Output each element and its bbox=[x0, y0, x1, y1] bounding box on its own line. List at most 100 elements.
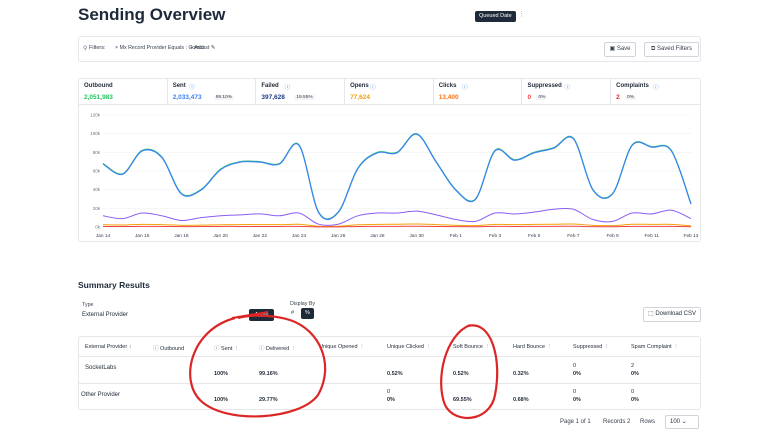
stat-label: Clicks bbox=[438, 83, 457, 89]
cell-spam-count: 0 bbox=[631, 389, 635, 395]
stat-percent: 0% bbox=[625, 95, 637, 100]
x-tick-label: Feb 5 bbox=[528, 233, 541, 239]
info-icon[interactable]: ⓘ bbox=[284, 85, 291, 91]
stat-value: 77,624 bbox=[350, 94, 370, 101]
col-outbound[interactable]: ⓘ Outbound bbox=[153, 346, 185, 352]
cell-unique-clicked: 0.52% bbox=[387, 371, 403, 377]
stat-complaints[interactable]: Complaints ⓘ 2 0% bbox=[611, 79, 700, 104]
y-tick-label: 100k bbox=[90, 131, 101, 136]
cell-sent: 100% bbox=[214, 397, 229, 403]
info-icon[interactable]: ⓘ bbox=[653, 85, 659, 91]
download-csv-button[interactable]: ⬚ Download CSV bbox=[643, 307, 701, 322]
cell-spam: 0% bbox=[631, 371, 639, 377]
info-icon[interactable]: ⓘ bbox=[370, 85, 376, 91]
x-tick-label: Feb 13 bbox=[684, 233, 699, 239]
x-tick-label: Feb 11 bbox=[645, 233, 660, 239]
stat-value: 397,628 bbox=[261, 94, 285, 101]
stat-percent: 99.10% bbox=[213, 95, 234, 100]
info-icon[interactable]: ⓘ bbox=[462, 85, 468, 91]
stat-label: Complaints bbox=[616, 83, 649, 89]
cell-delivered: 29.77% bbox=[259, 397, 278, 403]
queued-date-button[interactable]: Queued Date bbox=[475, 11, 516, 22]
filter-chip-mx-record[interactable]: × Mx Record Provider Equals : Comcast ✎ bbox=[115, 45, 216, 51]
x-tick-label: Feb 7 bbox=[567, 233, 580, 239]
cell-soft-bounce: 0.52% bbox=[453, 371, 469, 377]
add-filter-link[interactable]: + Add bbox=[190, 45, 204, 51]
stat-opens[interactable]: Opens ⓘ 77,624 bbox=[345, 79, 434, 104]
y-tick-label: 40k bbox=[93, 187, 101, 192]
rows-per-page-select[interactable]: 100 ⌄ bbox=[665, 415, 699, 429]
table-header: External Provider ↕ ⓘ Outbound ⓘ Sent ⋮ … bbox=[79, 337, 700, 357]
stat-label: Failed bbox=[261, 83, 279, 89]
x-tick-label: Feb 1 bbox=[450, 233, 463, 239]
saved-filters-button[interactable]: ⧉ Saved Filters bbox=[644, 42, 699, 57]
stat-percent: 19.55% bbox=[294, 95, 315, 100]
col-external-provider[interactable]: External Provider ↕ bbox=[85, 344, 132, 350]
apply-button[interactable]: Apply bbox=[249, 309, 274, 321]
cell-unique-clicked-count: 0 bbox=[387, 389, 391, 395]
x-tick-label: Jan 16 bbox=[135, 233, 150, 239]
bookmark-icon: ⧉ bbox=[651, 46, 657, 52]
cell-spam: 0% bbox=[631, 397, 639, 403]
type-select[interactable]: External Provider bbox=[82, 312, 129, 318]
display-by-percent-toggle[interactable]: % bbox=[301, 308, 314, 319]
cell-suppressed: 0% bbox=[573, 371, 581, 377]
col-soft-bounce[interactable]: Soft Bounce ⋮ bbox=[453, 344, 490, 350]
y-tick-label: 120k bbox=[90, 113, 101, 118]
stat-value: 13,400 bbox=[438, 94, 459, 101]
more-options-icon[interactable]: ⋮ bbox=[518, 11, 525, 18]
x-tick-label: Jan 24 bbox=[292, 233, 307, 239]
info-icon[interactable]: ⓘ bbox=[564, 85, 570, 91]
stat-outbound[interactable]: Outbound 2,051,983 bbox=[79, 79, 168, 104]
summary-table: External Provider ↕ ⓘ Outbound ⓘ Sent ⋮ … bbox=[78, 336, 701, 410]
col-unique-opened[interactable]: Unique Opened ⋮ bbox=[319, 344, 365, 350]
cell-sent: 100% bbox=[214, 371, 229, 377]
save-button[interactable]: ▣ Save bbox=[604, 42, 636, 57]
col-unique-clicked[interactable]: Unique Clicked ⋮ bbox=[387, 344, 432, 350]
stat-percent: 0% bbox=[536, 95, 548, 100]
x-tick-label: Jan 18 bbox=[174, 233, 189, 239]
y-tick-label: 0k bbox=[95, 225, 101, 230]
sending-chart: 0k 20k 40k 60k 80k 100k 120k Jan 14 Jan 16 Jan 18… bbox=[90, 113, 699, 240]
stat-label: Opens bbox=[350, 83, 369, 89]
cell-suppressed: 0% bbox=[573, 397, 581, 403]
row-divider bbox=[79, 383, 700, 384]
page-indicator: Page 1 of 1 bbox=[560, 419, 591, 425]
series-line-0 bbox=[102, 133, 692, 220]
cell-delivered: 99.16% bbox=[259, 371, 278, 377]
x-tick-label: Jan 28 bbox=[370, 233, 385, 239]
display-by-count-toggle[interactable]: # bbox=[291, 310, 295, 316]
series-line-4 bbox=[102, 225, 692, 228]
cell-suppressed-count: 0 bbox=[573, 389, 577, 395]
filter-icon: ⚲ bbox=[83, 46, 88, 52]
series-line-1 bbox=[102, 133, 692, 221]
col-spam-complaint[interactable]: Spam Complaint ⋮ bbox=[631, 344, 679, 350]
cell-soft-bounce: 69.55% bbox=[453, 397, 472, 403]
saved-filters-label: Saved Filters bbox=[656, 46, 692, 52]
stat-suppressed[interactable]: Suppressed ⓘ 0 0% bbox=[522, 79, 612, 104]
filters-label: Filters: bbox=[89, 45, 106, 51]
stat-value: 0 bbox=[527, 94, 532, 101]
filter-bar: ⚲ Filters: × Mx Record Provider Equals :… bbox=[78, 36, 701, 62]
stat-clicks[interactable]: Clicks ⓘ 13,400 bbox=[434, 79, 523, 104]
x-tick-label: Jan 30 bbox=[409, 233, 424, 239]
stat-failed[interactable]: Failed ⓘ 397,628 19.55% bbox=[256, 79, 346, 104]
display-by-label: Display By bbox=[290, 301, 316, 307]
cell-hard-bounce: 0.32% bbox=[513, 371, 529, 377]
stat-sent[interactable]: Sent ⓘ 2,033,473 99.10% bbox=[168, 79, 257, 104]
stat-value: 2,033,473 bbox=[172, 94, 202, 101]
col-hard-bounce[interactable]: Hard Bounce ⋮ bbox=[513, 344, 553, 350]
cell-spam-count: 2 bbox=[631, 363, 635, 369]
stat-label: Sent bbox=[172, 83, 186, 89]
x-tick-label: Jan 20 bbox=[213, 233, 228, 239]
col-delivered[interactable]: ⓘ Delivered ⋮ bbox=[259, 346, 297, 352]
series-line-2 bbox=[102, 207, 692, 226]
save-icon: ▣ bbox=[609, 46, 617, 52]
type-label: Type bbox=[82, 302, 94, 308]
stats-panel: Outbound 2,051,983 Sent ⓘ 2,033,473 99.10% Fai… bbox=[78, 78, 701, 242]
stats-row: Outbound 2,051,983 Sent ⓘ 2,033,473 99.10% Fai… bbox=[79, 79, 700, 105]
summary-title: Summary Results bbox=[78, 280, 150, 290]
col-sent[interactable]: ⓘ Sent ⋮ bbox=[214, 346, 240, 352]
info-icon[interactable]: ⓘ bbox=[189, 85, 195, 91]
col-suppressed[interactable]: Suppressed ⋮ bbox=[573, 344, 610, 350]
